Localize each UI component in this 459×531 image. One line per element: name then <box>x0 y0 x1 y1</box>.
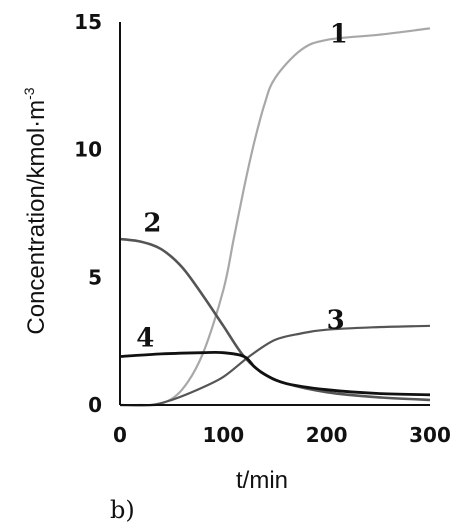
y-axis-label-main: Concentration/kmol·m <box>23 100 50 335</box>
series-curves <box>119 27 431 407</box>
series-line-1 <box>119 27 431 407</box>
series-line-3 <box>119 324 431 407</box>
x-tick-label: 0 <box>113 423 127 447</box>
y-axis-label: Concentration/kmol·m-3 <box>21 87 50 334</box>
x-ticks: 0 100 200 300 <box>113 423 451 447</box>
y-tick-label: 15 <box>74 10 102 34</box>
x-tick-label: 200 <box>306 423 348 447</box>
panel-label: b) <box>110 496 135 524</box>
x-axis-label: t/min <box>236 467 288 494</box>
y-axis-label-exponent: -3 <box>21 87 37 100</box>
curve-label-4: 4 <box>136 323 154 353</box>
curve-label-2: 2 <box>143 208 161 238</box>
series-line-4 <box>119 350 431 397</box>
y-tick-label: 5 <box>88 265 102 289</box>
curve-label-1: 1 <box>330 19 348 49</box>
curve-labels: 1 2 3 4 <box>136 19 348 353</box>
y-tick-label: 0 <box>88 393 102 417</box>
curve-label-3: 3 <box>327 305 345 335</box>
y-ticks: 0 5 10 15 <box>74 10 102 417</box>
x-tick-label: 100 <box>202 423 244 447</box>
y-tick-label: 10 <box>74 138 102 162</box>
series-line-2 <box>119 237 431 402</box>
x-tick-label: 300 <box>409 423 451 447</box>
